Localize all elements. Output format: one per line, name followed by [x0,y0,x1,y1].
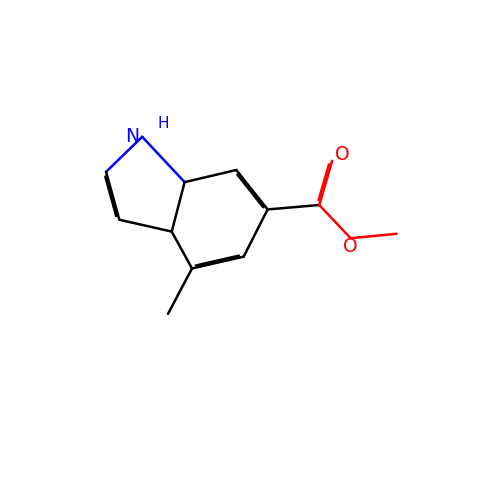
Text: N: N [125,127,139,146]
Text: O: O [343,237,358,256]
Text: O: O [335,145,350,164]
Text: H: H [158,115,170,131]
